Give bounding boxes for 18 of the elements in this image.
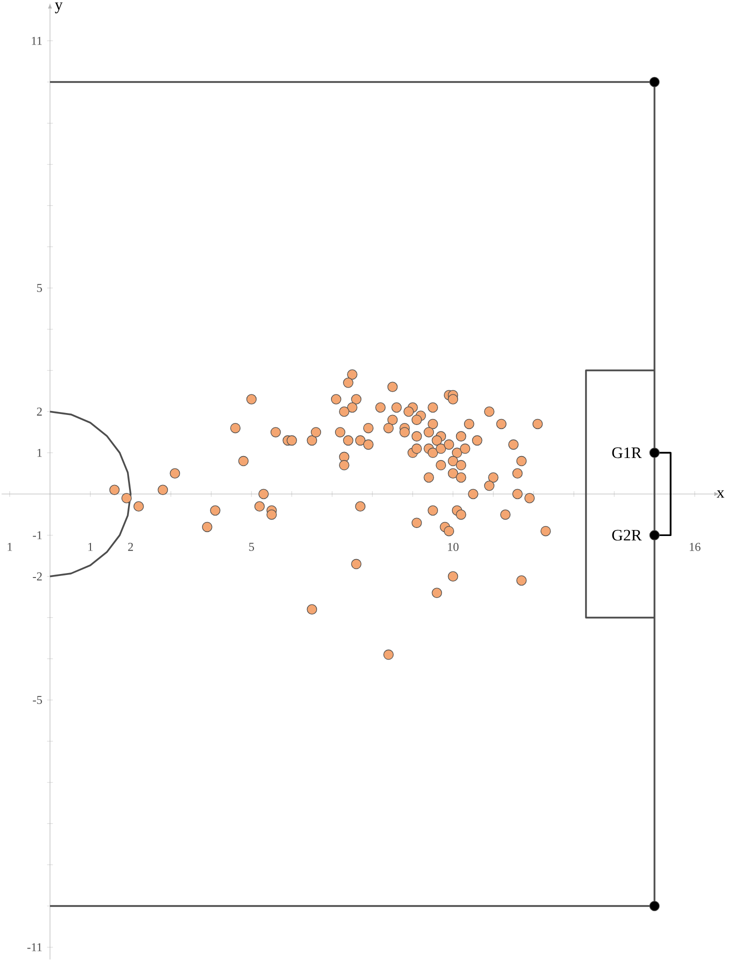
x-tick-label: 10 (448, 542, 459, 551)
y-tick-label: 1 (37, 448, 42, 457)
y-tick-label: 11 (32, 36, 42, 45)
annotation: G2R (612, 530, 642, 541)
x-tick-label: 1 (8, 542, 12, 551)
y-axis-title: y (54, 2, 63, 14)
x-axis-title: x (716, 490, 724, 498)
x-tick-label: 2 (128, 542, 133, 551)
x-tick-label: 1 (88, 542, 93, 551)
x-tick-label: 5 (249, 542, 254, 551)
y-tick-label: 5 (37, 284, 42, 292)
annotation: G1R (612, 447, 642, 458)
x-tick-label: 16 (690, 542, 700, 551)
y-tick-label: -5 (32, 696, 42, 704)
y-tick-label: -1 (32, 531, 42, 540)
y-tick-label: 2 (36, 408, 42, 416)
y-tick-label: -2 (32, 572, 42, 580)
y-tick-label: -11 (27, 943, 42, 952)
